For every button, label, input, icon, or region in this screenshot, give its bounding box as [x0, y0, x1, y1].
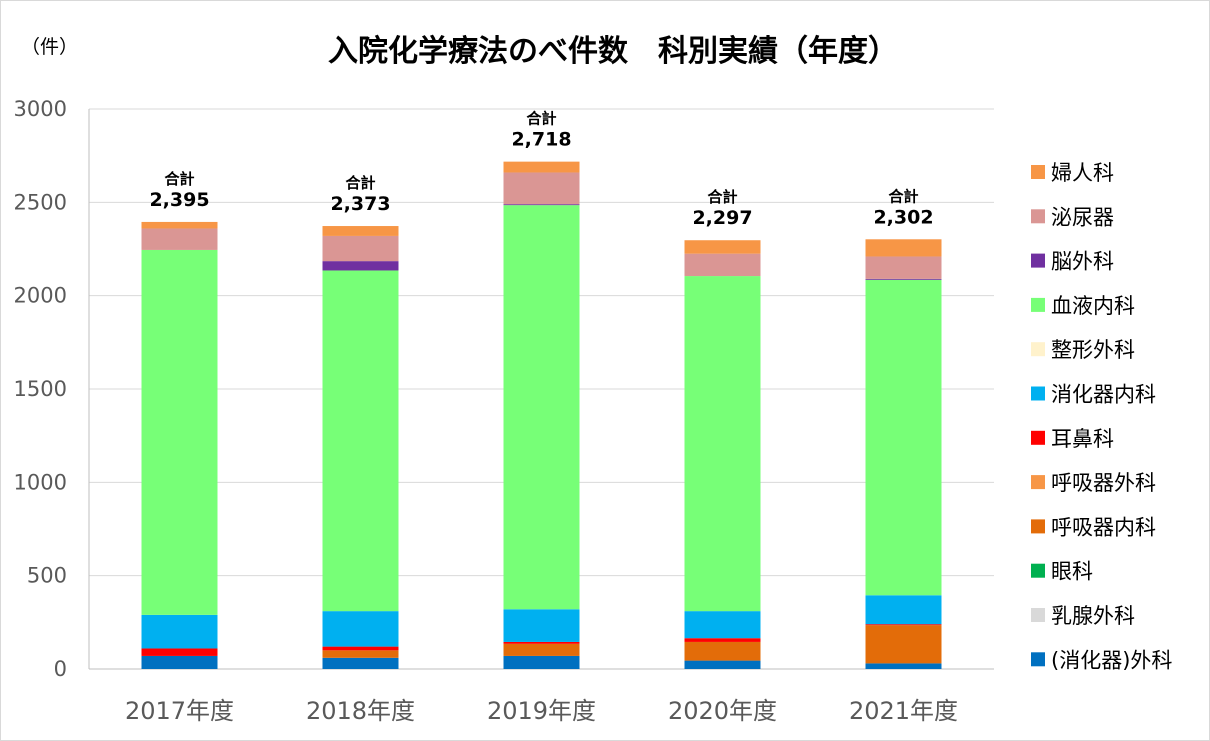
bar-segment — [865, 278, 942, 280]
legend-swatch — [1031, 652, 1045, 667]
bar-segment — [503, 609, 580, 642]
legend-label: 泌尿器 — [1051, 205, 1114, 229]
legend-swatch — [1031, 608, 1045, 622]
bar-segment — [141, 228, 218, 250]
legend-swatch — [1031, 430, 1045, 445]
bar-segment — [684, 611, 761, 639]
legend-label: 脳外科 — [1051, 250, 1114, 274]
legend-label: 耳鼻科 — [1051, 427, 1114, 451]
bar-segment — [865, 625, 942, 664]
x-tick-label: 2019年度 — [487, 697, 596, 725]
bar-segment — [322, 226, 399, 236]
y-axis-ticks: 0 500 1000 1500 2000 2500 3000 — [14, 97, 67, 681]
bar-segment — [503, 205, 580, 610]
y-tick-label: 0 — [54, 657, 67, 681]
bar-segment — [684, 240, 761, 254]
bar-segment — [322, 650, 399, 658]
total-label: 合計 — [887, 187, 918, 205]
legend-label: 呼吸器内科 — [1051, 515, 1156, 539]
legend-swatch — [1031, 342, 1045, 357]
bar-segment — [322, 270, 399, 612]
total-label: 合計 — [344, 174, 375, 192]
x-tick-label: 2018年度 — [306, 697, 415, 725]
bar-segment — [141, 249, 218, 615]
bar-segment — [865, 595, 942, 625]
legend: 婦人科泌尿器脳外科血液内科整形外科消化器内科耳鼻科呼吸器外科呼吸器内科眼科乳腺外… — [1031, 161, 1172, 672]
bar-segment — [503, 641, 580, 644]
legend-label: 呼吸器外科 — [1051, 471, 1156, 495]
legend-label: (消化器)外科 — [1051, 648, 1172, 672]
y-tick-label: 3000 — [14, 97, 67, 121]
bar-segment — [865, 663, 942, 669]
bar-segment — [684, 276, 761, 612]
x-tick-label: 2020年度 — [668, 697, 777, 725]
bars — [141, 161, 942, 669]
bar-segment — [141, 655, 218, 669]
y-axis-unit: （件） — [21, 36, 78, 58]
bar-segment — [684, 660, 761, 669]
total-label: 合計 — [706, 188, 737, 206]
bar-segment — [865, 624, 942, 626]
legend-swatch — [1031, 297, 1045, 312]
bar-segment — [322, 657, 399, 669]
bar-segment — [684, 253, 761, 277]
x-axis-ticks: 2017年度 2018年度 2019年度 2020年度 2021年度 — [125, 697, 958, 725]
legend-swatch — [1031, 209, 1045, 224]
y-tick-label: 1500 — [14, 377, 67, 401]
total-value: 2,718 — [511, 129, 571, 151]
legend-swatch — [1031, 253, 1045, 268]
total-value: 2,302 — [873, 206, 933, 228]
y-tick-label: 1000 — [14, 470, 67, 494]
bar-segment — [503, 655, 580, 669]
bar-segment — [322, 235, 399, 262]
bar-segment — [865, 256, 942, 279]
legend-swatch — [1031, 165, 1045, 179]
bar-segment — [322, 611, 399, 647]
total-value: 2,395 — [149, 189, 209, 211]
bar-segment — [503, 161, 580, 173]
total-label: 合計 — [163, 170, 194, 188]
total-value: 2,297 — [692, 207, 752, 229]
legend-label: 婦人科 — [1051, 161, 1114, 185]
x-tick-label: 2017年度 — [125, 697, 234, 725]
bar-segment — [141, 221, 218, 229]
bar-segment — [141, 648, 218, 656]
bar-segment — [865, 279, 942, 596]
legend-label: 血液内科 — [1051, 294, 1135, 318]
legend-label: 消化器内科 — [1051, 383, 1156, 407]
legend-swatch — [1031, 563, 1045, 578]
total-label: 合計 — [525, 110, 556, 128]
bar-segment — [322, 646, 399, 651]
bar-segment — [322, 261, 399, 271]
bar-segment — [684, 638, 761, 642]
bar-segment — [503, 643, 580, 656]
legend-swatch — [1031, 386, 1045, 401]
legend-label: 眼科 — [1051, 560, 1093, 584]
legend-label: 乳腺外科 — [1051, 604, 1135, 628]
bar-segment — [503, 172, 580, 205]
total-value: 2,373 — [330, 193, 390, 215]
legend-swatch — [1031, 475, 1045, 490]
x-tick-label: 2021年度 — [849, 697, 958, 725]
bar-segment — [684, 641, 761, 661]
legend-swatch — [1031, 519, 1045, 534]
chart-title: 入院化学療法のべ件数 科別実績（年度） — [328, 34, 898, 69]
bar-segment — [865, 239, 942, 257]
legend-label: 整形外科 — [1051, 338, 1135, 362]
y-tick-label: 500 — [27, 564, 67, 588]
bar-segment — [503, 204, 580, 206]
bar-segment — [141, 614, 218, 649]
y-tick-label: 2000 — [14, 284, 67, 308]
y-tick-label: 2500 — [14, 190, 67, 214]
